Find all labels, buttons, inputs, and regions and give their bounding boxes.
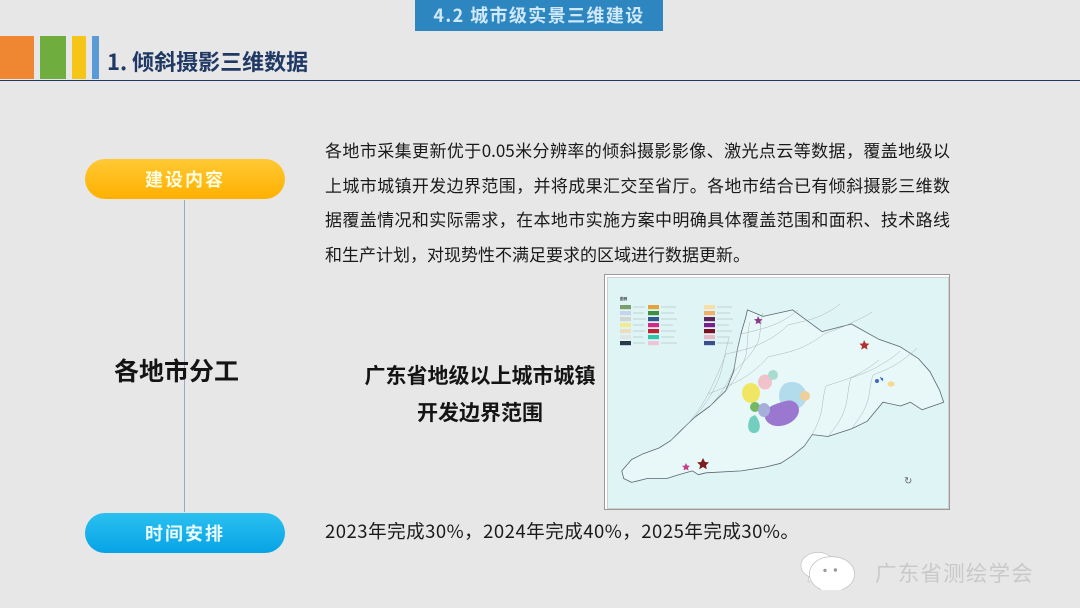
svg-text:图例: 图例 [620, 296, 628, 301]
svg-text:广东省测绘学会: 广东省测绘学会 [875, 561, 1034, 586]
svg-text:↻: ↻ [904, 476, 912, 487]
